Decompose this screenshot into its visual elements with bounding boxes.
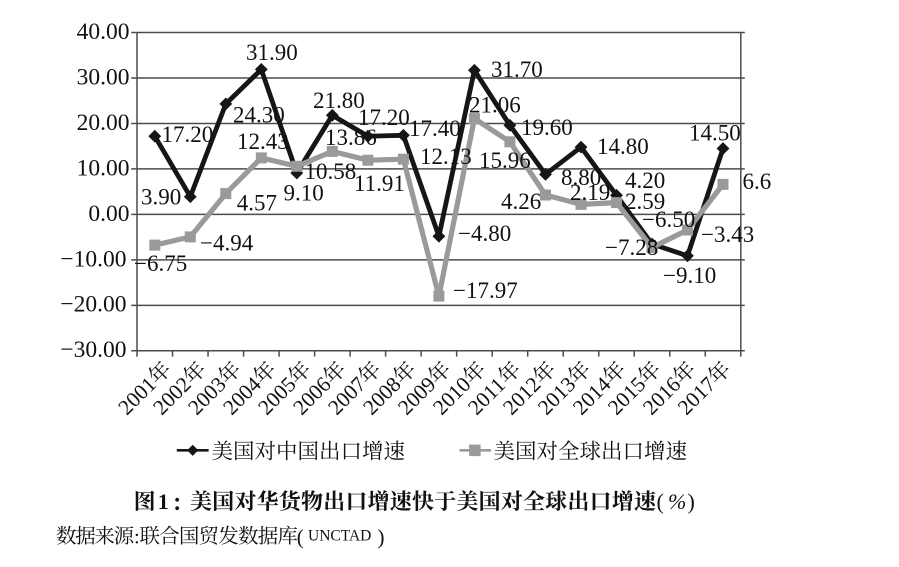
svg-text:−4.94: −4.94 (200, 231, 254, 256)
svg-text:21.06: 21.06 (469, 93, 521, 118)
svg-text:%: % (668, 489, 686, 514)
svg-text:(: ( (297, 525, 304, 549)
svg-text:30.00: 30.00 (77, 64, 130, 90)
svg-text:−3.43: −3.43 (701, 222, 754, 247)
svg-text:31.70: 31.70 (491, 57, 543, 82)
svg-text:17.40: 17.40 (409, 116, 461, 141)
svg-text:6.6: 6.6 (743, 169, 772, 194)
svg-text:−6.75: −6.75 (134, 251, 187, 276)
svg-text:20.00: 20.00 (77, 110, 130, 136)
svg-text:): ) (688, 489, 695, 514)
svg-text:−9.10: −9.10 (663, 263, 716, 288)
svg-text:14.50: 14.50 (689, 120, 741, 145)
svg-text:−30.00: −30.00 (60, 337, 126, 363)
svg-text:40.00: 40.00 (77, 19, 130, 45)
svg-text:12.13: 12.13 (420, 144, 472, 169)
svg-text:24.30: 24.30 (233, 103, 285, 128)
svg-text:1: 1 (158, 489, 169, 514)
svg-text:−17.97: −17.97 (453, 278, 518, 303)
svg-text:15.96: 15.96 (479, 148, 531, 173)
svg-text:(: ( (657, 489, 664, 514)
svg-text:12.43: 12.43 (237, 129, 289, 154)
svg-text:8.80: 8.80 (561, 165, 601, 190)
svg-text:4.26: 4.26 (501, 189, 541, 214)
svg-text:4.20: 4.20 (625, 168, 665, 193)
svg-text:−4.80: −4.80 (458, 221, 511, 246)
svg-text::: : (134, 526, 140, 548)
svg-text:2.59: 2.59 (625, 189, 665, 214)
svg-text:−7.28: −7.28 (605, 235, 658, 260)
svg-text:0.00: 0.00 (88, 201, 129, 227)
svg-text:21.80: 21.80 (313, 88, 365, 113)
svg-text:9.10: 9.10 (284, 181, 324, 206)
svg-text:3.90: 3.90 (141, 185, 181, 210)
svg-text:17.20: 17.20 (162, 122, 214, 147)
svg-text:−6.50: −6.50 (642, 207, 695, 232)
svg-text:13.86: 13.86 (325, 125, 377, 150)
svg-text:): ) (378, 525, 385, 549)
svg-text:10.58: 10.58 (305, 159, 357, 184)
svg-text:−10.00: −10.00 (60, 246, 126, 272)
svg-text:2.19: 2.19 (570, 180, 610, 205)
svg-text:UNCTAD: UNCTAD (308, 528, 371, 545)
svg-text:17.20: 17.20 (358, 105, 410, 130)
svg-text:19.60: 19.60 (521, 115, 573, 140)
svg-text:14.80: 14.80 (597, 134, 649, 159)
svg-text:10.00: 10.00 (77, 155, 130, 181)
svg-text:31.90: 31.90 (246, 40, 298, 65)
svg-text:11.91: 11.91 (354, 171, 405, 196)
svg-text:−20.00: −20.00 (60, 292, 126, 318)
svg-text:4.57: 4.57 (237, 191, 277, 216)
